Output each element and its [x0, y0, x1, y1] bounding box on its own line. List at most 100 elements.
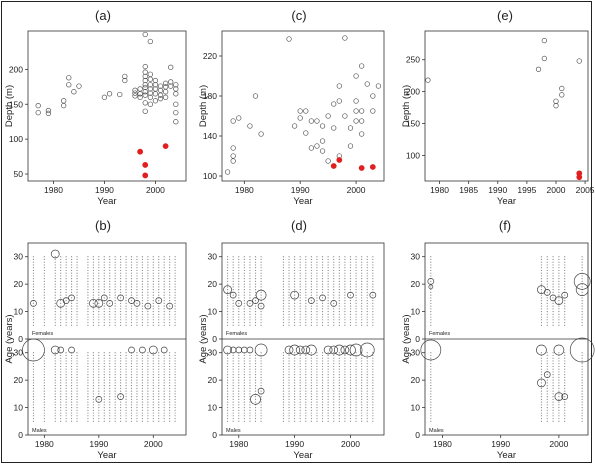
- panel-f-males-age-dot: [558, 368, 560, 370]
- panel-b-males-age-dot: [114, 406, 116, 409]
- panel-f-males-age-dot: [546, 354, 548, 357]
- panel-b-males-age-dot: [163, 374, 165, 376]
- panel-b-males-age-dot: [125, 417, 127, 420]
- panel-f-males-age-dot: [581, 387, 583, 389]
- panel-b-females-age-dot: [169, 261, 171, 263]
- panel-b-males-age-dot: [125, 412, 127, 414]
- panel-d-males-age-dot: [249, 376, 251, 378]
- panel-d-males-age-dot: [366, 365, 368, 368]
- panel-d-females-age-dot: [338, 319, 340, 321]
- panel-d-males-age-dot: [310, 387, 312, 389]
- panel-b-males-age-dot: [114, 368, 116, 370]
- panel-b-females-age-dot: [158, 258, 160, 261]
- panel-b-females-age-dot: [60, 297, 62, 299]
- panel-d-males-age-dot: [232, 398, 234, 400]
- panel-d-females-age-dot: [226, 264, 229, 266]
- panel-b-females-age-dot: [141, 261, 144, 263]
- panel-d-females-age-dot: [321, 283, 324, 285]
- panel-d-females-age-dot: [310, 313, 312, 315]
- panel-b-females-age-dot: [92, 283, 94, 285]
- panel-d-males-age-dot: [327, 396, 329, 398]
- panel-b-females-age-dot: [125, 291, 127, 293]
- panel-b-females-age-dot: [87, 278, 89, 280]
- panel-b-females-age-dot: [109, 267, 111, 269]
- panel-d-females-age-dot: [372, 261, 374, 263]
- panel-b-males-age-dot: [70, 401, 73, 403]
- panel-d-males-age-dot: [372, 396, 374, 398]
- panel-d-males-age-dot: [254, 363, 257, 365]
- panel-d-males-age-dot: [294, 409, 296, 411]
- panel-b-females-age-dot: [152, 286, 154, 288]
- panel-f-males-age-dot: [564, 371, 566, 373]
- panel-b-males-age-dot: [70, 354, 73, 357]
- panel-b-males-age-dot: [103, 390, 105, 392]
- panel-d-females-bubble: [290, 290, 299, 300]
- panel-b-males-age-dot: [163, 409, 165, 411]
- panel-f-females-age-dot: [430, 313, 432, 315]
- panel-d-males-age-dot: [333, 415, 335, 417]
- panel-f-males-age-dot: [546, 363, 548, 365]
- panel-b-females-age-dot: [70, 264, 73, 266]
- panel-d-females-age-dot: [366, 286, 368, 288]
- panel-b-males-age-dot: [174, 420, 176, 422]
- panel-e-label: (e): [497, 8, 513, 23]
- panel-d-females-age-dot: [349, 256, 352, 258]
- panel-b-males-age-dot: [98, 385, 100, 387]
- panel-b-females-age-dot: [76, 319, 78, 321]
- panel-d-females-age-dot: [366, 289, 368, 291]
- panel-d-males-age-dot: [305, 354, 307, 357]
- panel-b-females-age-dot: [114, 297, 116, 299]
- panel-f-females-age-dot: [540, 289, 543, 291]
- panel-f-females-age-dot: [564, 261, 566, 263]
- panel-d-males-bubble: [359, 342, 375, 358]
- panel-a-point: [35, 109, 41, 116]
- panel-b-females-age-dot: [136, 261, 138, 263]
- panel-d-males-age-dot: [366, 368, 368, 370]
- panel-b-females-age-dot: [70, 289, 73, 291]
- panel-b-females-age-dot: [65, 286, 67, 288]
- panel-d-males-bubble: [284, 345, 294, 355]
- panel-d-males-age-dot: [299, 412, 301, 414]
- panel-f-males-age-dot: [430, 368, 432, 370]
- panel-d-females-age-dot: [361, 300, 363, 302]
- panel-f-females-age-dot: [558, 269, 560, 272]
- panel-b-males-age-dot: [70, 385, 73, 387]
- panel-c-point: [353, 73, 359, 79]
- panel-b-males-age-dot: [174, 390, 176, 392]
- panel-b-males-age-dot: [98, 360, 100, 362]
- panel-d-males-age-dot: [321, 360, 324, 362]
- panel-d-females-age-dot: [294, 261, 296, 263]
- panel-b-females-age-dot: [125, 316, 127, 318]
- panel-b-females-age-dot: [158, 321, 160, 324]
- panel-d-females-age-dot: [355, 283, 357, 285]
- panel-b-males-age-dot: [125, 406, 127, 409]
- panel-d-females-age-dot: [321, 324, 324, 326]
- panel-b-females-age-dot: [92, 286, 94, 288]
- panel-d-males-age-dot: [372, 390, 374, 392]
- panel-d-females-age-dot: [260, 291, 262, 293]
- panel-b-females-age-dot: [32, 269, 35, 272]
- panel-f-males-age-dot: [546, 374, 548, 376]
- panel-d-females-age-dot: [372, 267, 374, 269]
- panel-d-males-age-dot: [299, 379, 301, 381]
- panel-d-females-age-dot: [344, 269, 346, 272]
- panel-b-males-age-dot: [98, 420, 100, 422]
- panel-b-males-age-dot: [163, 412, 165, 414]
- panel-f-males-age-dot: [564, 387, 566, 389]
- panel-d-males-age-dot: [254, 354, 257, 357]
- panel-b-females-age-dot: [125, 280, 127, 282]
- panel-d-females-age-dot: [260, 258, 262, 261]
- panel-f-females-age-dot: [540, 308, 543, 310]
- panel-f-males-bubble: [569, 337, 595, 363]
- panel-b-males-age-dot: [87, 398, 89, 400]
- panel-b-females-age-dot: [125, 294, 127, 296]
- panel-d-males-age-dot: [294, 406, 296, 409]
- panel-b-males-age-dot: [141, 385, 144, 387]
- panel-d-females-age-dot: [232, 272, 234, 274]
- panel-b-x-tick-label: 1990: [89, 439, 108, 449]
- panel-b-males-age-dot: [60, 398, 62, 400]
- panel-b-males-age-dot: [76, 357, 78, 359]
- panel-f-females-age-dot: [552, 316, 554, 318]
- panel-b-males-age-dot: [174, 376, 176, 378]
- panel-b-females-age-dot: [98, 264, 100, 266]
